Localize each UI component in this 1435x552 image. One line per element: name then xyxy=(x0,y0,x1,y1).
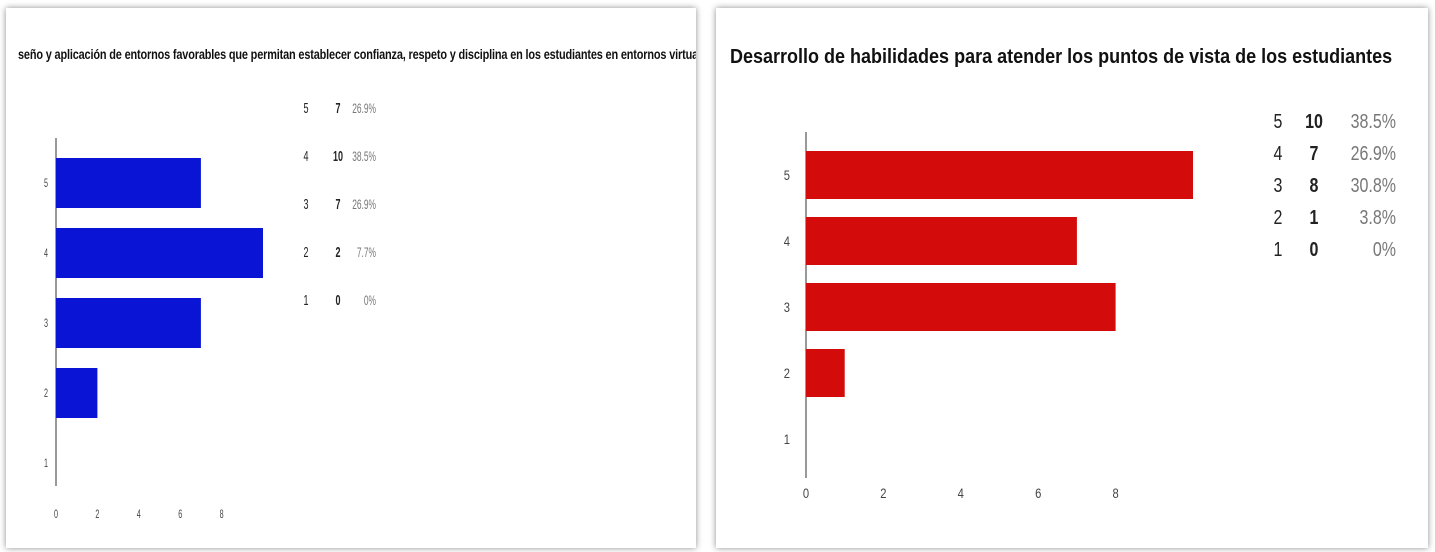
legend-level: 5 xyxy=(1274,110,1283,132)
bar-5 xyxy=(806,151,1193,199)
category-label-3: 3 xyxy=(44,317,48,330)
legend-count: 10 xyxy=(333,148,343,165)
legend-count: 1 xyxy=(1310,206,1319,228)
chart-title: seño y aplicación de entornos favorables… xyxy=(18,46,696,62)
bar-2 xyxy=(56,368,98,418)
x-tick-label: 8 xyxy=(1112,486,1118,501)
category-label-4: 4 xyxy=(44,247,48,260)
legend-count: 7 xyxy=(335,196,340,213)
legend-percent: 26.9% xyxy=(352,198,376,213)
legend-level: 5 xyxy=(303,100,308,117)
legend-level: 4 xyxy=(303,148,308,165)
legend-percent: 30.8% xyxy=(1351,174,1396,196)
legend-percent: 38.5% xyxy=(1351,110,1396,132)
legend-percent: 0% xyxy=(1373,238,1396,260)
category-label-5: 5 xyxy=(784,168,790,183)
legend-level: 1 xyxy=(303,292,308,309)
bar-5 xyxy=(56,158,201,208)
x-tick-label: 0 xyxy=(54,508,58,521)
x-tick-label: 6 xyxy=(1035,486,1041,501)
legend-level: 2 xyxy=(1274,206,1283,228)
category-label-2: 2 xyxy=(44,387,48,400)
chart-panel-2: Desarrollo de habilidades para atender l… xyxy=(716,8,1428,548)
x-tick-label: 4 xyxy=(958,486,964,501)
category-label-3: 3 xyxy=(784,300,790,315)
legend-level: 2 xyxy=(303,244,308,261)
legend-count: 8 xyxy=(1310,174,1319,196)
x-tick-label: 2 xyxy=(880,486,886,501)
legend-count: 7 xyxy=(335,100,340,117)
legend-percent: 26.9% xyxy=(352,102,376,117)
legend-count: 0 xyxy=(335,292,340,309)
chart-title: Desarrollo de habilidades para atender l… xyxy=(730,46,1393,68)
x-tick-label: 2 xyxy=(95,508,99,521)
legend-percent: 38.5% xyxy=(352,150,376,165)
legend-count: 2 xyxy=(335,244,340,261)
bar-3 xyxy=(56,298,201,348)
category-label-1: 1 xyxy=(44,457,48,470)
legend-level: 4 xyxy=(1274,142,1283,164)
chart-panel-1: seño y aplicación de entornos favorables… xyxy=(6,8,696,548)
category-label-4: 4 xyxy=(784,234,790,249)
legend-level: 1 xyxy=(1274,238,1283,260)
legend-percent: 26.9% xyxy=(1351,142,1396,164)
legend-count: 10 xyxy=(1305,110,1323,132)
x-tick-label: 6 xyxy=(178,508,182,521)
category-label-5: 5 xyxy=(44,177,48,190)
legend-count: 7 xyxy=(1310,142,1319,164)
category-label-1: 1 xyxy=(784,432,790,447)
category-label-2: 2 xyxy=(784,366,790,381)
legend-percent: 0% xyxy=(364,294,376,309)
legend-level: 3 xyxy=(1274,174,1283,196)
x-tick-label: 4 xyxy=(137,508,141,521)
x-tick-label: 8 xyxy=(220,508,224,521)
legend-percent: 7.7% xyxy=(357,246,376,261)
x-tick-label: 0 xyxy=(803,486,809,501)
bar-4 xyxy=(56,228,263,278)
bar-3 xyxy=(806,283,1116,331)
bar-2 xyxy=(806,349,845,397)
legend-percent: 3.8% xyxy=(1360,206,1396,228)
bar-4 xyxy=(806,217,1077,265)
legend-level: 3 xyxy=(303,196,308,213)
legend-count: 0 xyxy=(1310,238,1319,260)
